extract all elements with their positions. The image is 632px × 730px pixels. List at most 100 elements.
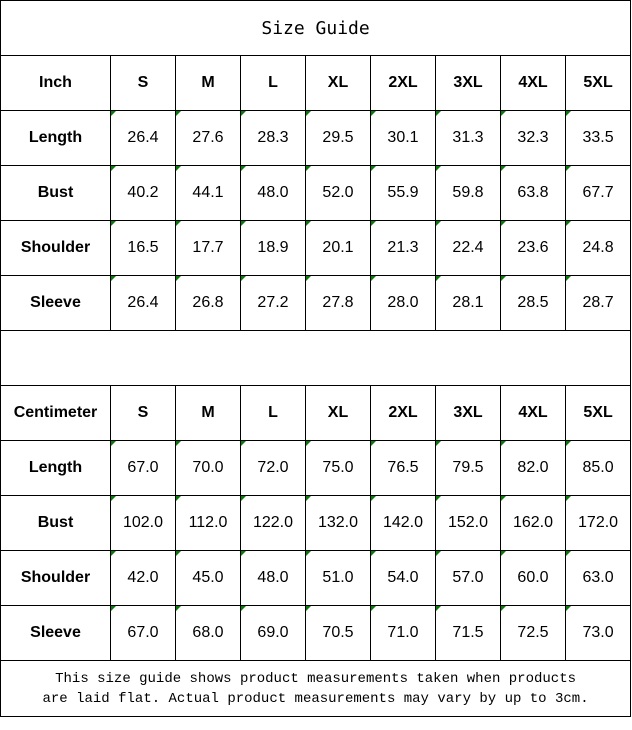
page-title: Size Guide <box>0 0 632 56</box>
measurement-cell: 162.0 <box>500 495 566 551</box>
measurement-cell: 82.0 <box>500 440 566 496</box>
footnote: This size guide shows product measuremen… <box>0 660 632 717</box>
size-header: S <box>110 385 176 441</box>
measurement-cell: 28.1 <box>435 275 501 331</box>
measurement-cell: 67.0 <box>110 605 176 661</box>
measurement-cell: 75.0 <box>305 440 371 496</box>
measurement-cell: 76.5 <box>370 440 436 496</box>
footnote-line: are laid flat. Actual product measuremen… <box>42 690 589 707</box>
size-header: 2XL <box>370 385 436 441</box>
measurement-cell: 73.0 <box>564 605 632 661</box>
measurement-cell: 31.3 <box>435 110 501 166</box>
measurement-cell: 45.0 <box>175 550 241 606</box>
measurement-cell: 28.0 <box>370 275 436 331</box>
measurement-cell: 85.0 <box>564 440 632 496</box>
measurement-cell: 32.3 <box>500 110 566 166</box>
measurement-cell: 42.0 <box>110 550 176 606</box>
row-label: Length <box>0 110 111 166</box>
measurement-cell: 71.0 <box>370 605 436 661</box>
row-label: Shoulder <box>0 550 111 606</box>
size-header: M <box>175 55 241 111</box>
size-header: 4XL <box>500 385 566 441</box>
size-header: 5XL <box>564 385 632 441</box>
measurement-cell: 44.1 <box>175 165 241 221</box>
measurement-cell: 48.0 <box>240 550 306 606</box>
table-row: Bust 40.2 44.1 48.0 52.0 55.9 59.8 63.8 67.7 <box>0 165 632 221</box>
measurement-cell: 63.0 <box>564 550 632 606</box>
measurement-cell: 57.0 <box>435 550 501 606</box>
measurement-cell: 26.8 <box>175 275 241 331</box>
size-header: L <box>240 55 306 111</box>
measurement-cell: 69.0 <box>240 605 306 661</box>
row-label: Length <box>0 440 111 496</box>
header-row: Inch S M L XL 2XL 3XL 4XL 5XL <box>0 55 632 111</box>
measurement-cell: 172.0 <box>564 495 632 551</box>
measurement-cell: 68.0 <box>175 605 241 661</box>
measurement-cell: 48.0 <box>240 165 306 221</box>
measurement-cell: 23.6 <box>500 220 566 276</box>
measurement-cell: 33.5 <box>564 110 632 166</box>
footnote-line: This size guide shows product measuremen… <box>55 670 576 687</box>
measurement-cell: 142.0 <box>370 495 436 551</box>
measurement-cell: 122.0 <box>240 495 306 551</box>
measurement-cell: 30.1 <box>370 110 436 166</box>
measurement-cell: 112.0 <box>175 495 241 551</box>
measurement-cell: 22.4 <box>435 220 501 276</box>
measurement-cell: 60.0 <box>500 550 566 606</box>
measurement-cell: 40.2 <box>110 165 176 221</box>
unit-header: Inch <box>0 55 111 111</box>
table-row: Sleeve 67.0 68.0 69.0 70.5 71.0 71.5 72.5 73.0 <box>0 605 632 661</box>
row-label: Bust <box>0 165 111 221</box>
measurement-cell: 17.7 <box>175 220 241 276</box>
measurement-cell: 27.2 <box>240 275 306 331</box>
header-row: Centimeter S M L XL 2XL 3XL 4XL 5XL <box>0 385 632 441</box>
measurement-cell: 29.5 <box>305 110 371 166</box>
row-label: Sleeve <box>0 275 111 331</box>
row-label: Sleeve <box>0 605 111 661</box>
size-header: XL <box>305 55 371 111</box>
measurement-cell: 63.8 <box>500 165 566 221</box>
measurement-cell: 26.4 <box>110 110 176 166</box>
spacer-row <box>0 330 632 386</box>
row-label: Shoulder <box>0 220 111 276</box>
measurement-cell: 59.8 <box>435 165 501 221</box>
measurement-cell: 26.4 <box>110 275 176 331</box>
size-header: XL <box>305 385 371 441</box>
measurement-cell: 54.0 <box>370 550 436 606</box>
measurement-cell: 28.5 <box>500 275 566 331</box>
measurement-cell: 67.7 <box>564 165 632 221</box>
size-header: 5XL <box>564 55 632 111</box>
size-header: S <box>110 55 176 111</box>
measurement-cell: 72.0 <box>240 440 306 496</box>
table-row: Bust 102.0 112.0 122.0 132.0 142.0 152.0 162.0 1… <box>0 495 632 551</box>
measurement-cell: 71.5 <box>435 605 501 661</box>
measurement-cell: 70.5 <box>305 605 371 661</box>
size-header: 2XL <box>370 55 436 111</box>
measurement-cell: 55.9 <box>370 165 436 221</box>
measurement-cell: 132.0 <box>305 495 371 551</box>
table-row: Length 26.4 27.6 28.3 29.5 30.1 31.3 32.3 33.5 <box>0 110 632 166</box>
measurement-cell: 79.5 <box>435 440 501 496</box>
measurement-cell: 21.3 <box>370 220 436 276</box>
table-row: Length 67.0 70.0 72.0 75.0 76.5 79.5 82.0 85.0 <box>0 440 632 496</box>
unit-header: Centimeter <box>0 385 111 441</box>
size-header: 3XL <box>435 385 501 441</box>
measurement-cell: 28.7 <box>564 275 632 331</box>
measurement-cell: 70.0 <box>175 440 241 496</box>
size-header: 3XL <box>435 55 501 111</box>
measurement-cell: 27.6 <box>175 110 241 166</box>
table-row: Shoulder 42.0 45.0 48.0 51.0 54.0 57.0 60.0 63.0 <box>0 550 632 606</box>
size-header: 4XL <box>500 55 566 111</box>
measurement-cell: 28.3 <box>240 110 306 166</box>
measurement-cell: 16.5 <box>110 220 176 276</box>
measurement-cell: 27.8 <box>305 275 371 331</box>
size-header: M <box>175 385 241 441</box>
measurement-cell: 102.0 <box>110 495 176 551</box>
table-row: Sleeve 26.4 26.8 27.2 27.8 28.0 28.1 28.5 28.7 <box>0 275 632 331</box>
measurement-cell: 67.0 <box>110 440 176 496</box>
measurement-cell: 24.8 <box>564 220 632 276</box>
measurement-cell: 52.0 <box>305 165 371 221</box>
measurement-cell: 18.9 <box>240 220 306 276</box>
table-row: Shoulder 16.5 17.7 18.9 20.1 21.3 22.4 23.6 24.8 <box>0 220 632 276</box>
